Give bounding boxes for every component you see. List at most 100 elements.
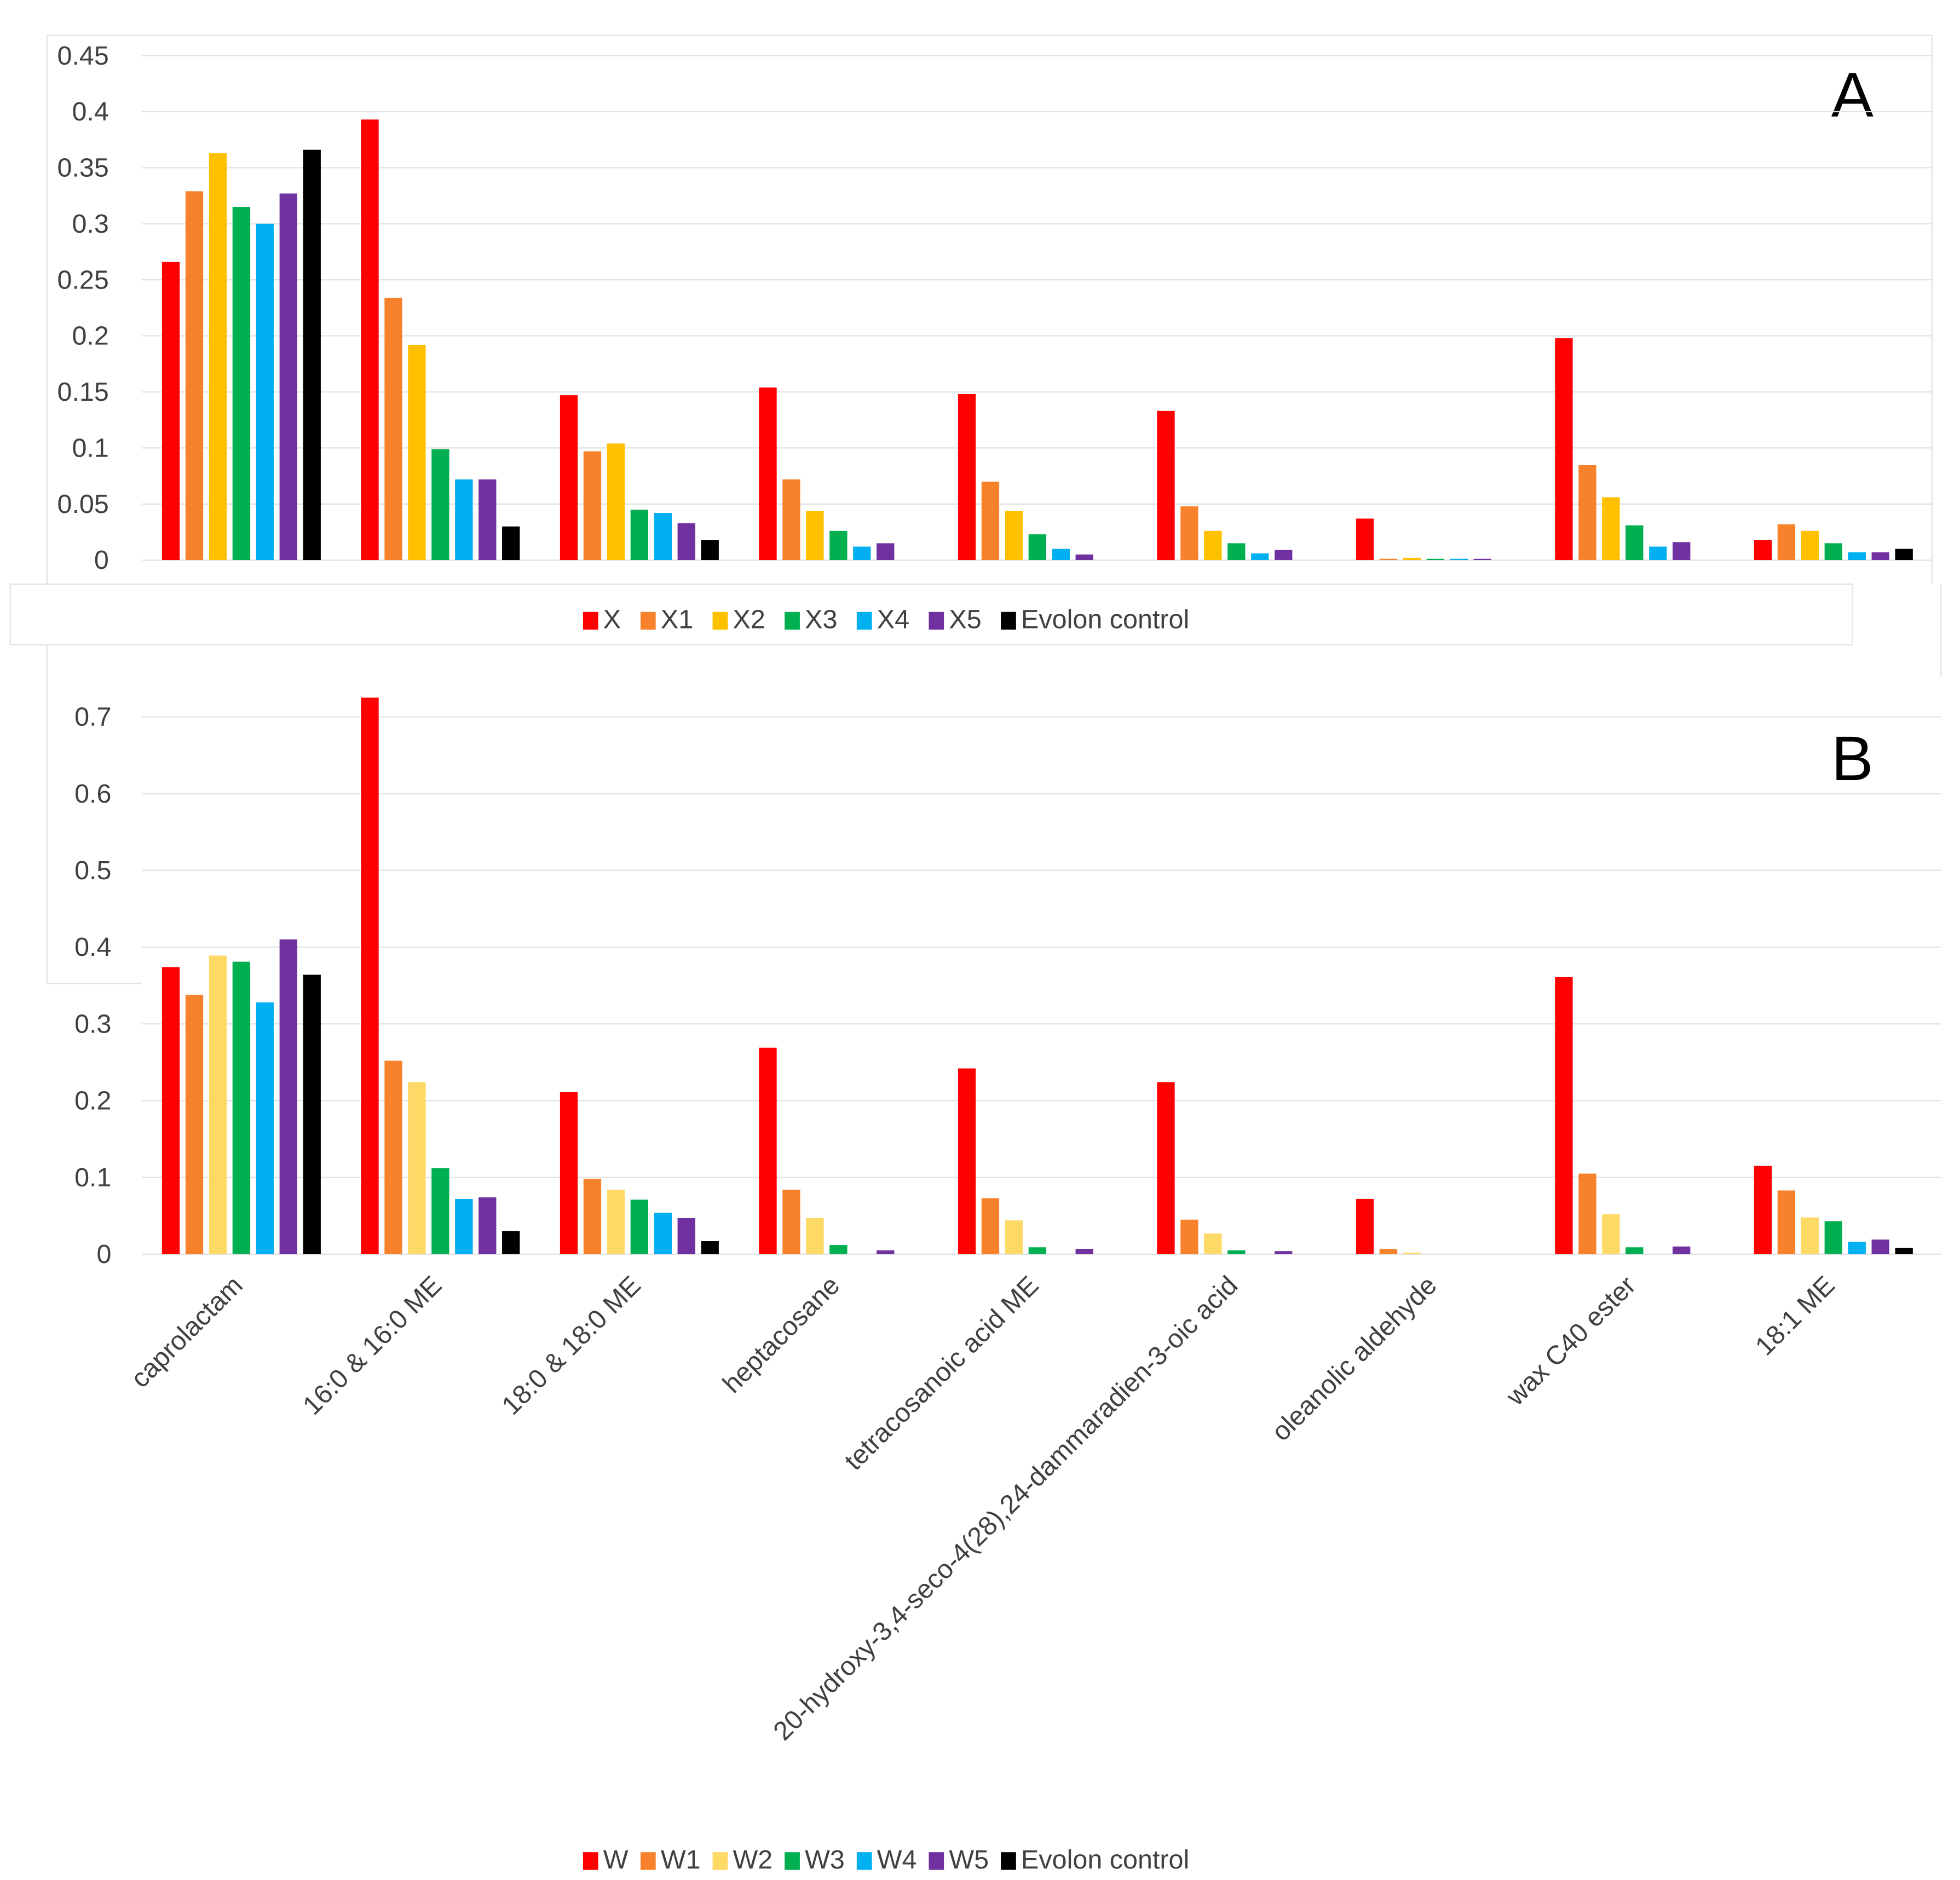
bar-w-5 [1157,1082,1175,1254]
bar-w-1 [361,697,379,1254]
bar-x1-7 [1578,464,1596,561]
bar-w3-7 [1625,1247,1644,1254]
bar-x5-4 [1075,554,1093,561]
bar-x2-7 [1602,497,1620,561]
bar-evolon-control-0 [303,149,321,561]
category-label: 16:0 & 16:0 ME [297,1271,448,1421]
bar-x4-8 [1848,552,1866,561]
bar-x3-8 [1824,543,1842,561]
bar-w1-6 [1379,1249,1398,1254]
bar-evolon-control-8 [1895,549,1913,561]
y-tick-label: 0.5 [74,856,111,885]
bar-x4-0 [256,223,274,561]
bar-x3-6 [1426,558,1444,561]
y-tick-label: 0.3 [74,1009,111,1039]
legend-swatch [583,612,598,630]
bar-w2-7 [1602,1214,1620,1254]
category-label: oleanolic aldehyde [1266,1271,1442,1447]
bar-x-4 [958,394,976,561]
y-tick-label: 0.4 [74,932,111,962]
bar-x4-1 [455,479,473,561]
y-tick-label: 0.4 [72,97,108,126]
bar-w2-1 [408,1082,426,1254]
bar-x-2 [560,395,578,561]
bar-x3-5 [1227,543,1246,561]
y-tick-label: 0.1 [72,433,108,463]
legend-swatch [785,1852,800,1870]
legend-swatch [583,1852,598,1870]
frames [9,34,1942,984]
y-tick-label: 0.2 [74,1086,111,1116]
bar-x1-6 [1379,558,1398,561]
category-label: caprolactam [125,1271,249,1394]
bar-x5-5 [1275,550,1293,561]
bar-x5-1 [479,479,497,561]
bar-w-3 [759,1047,777,1254]
bar-x3-0 [232,207,251,561]
bar-w2-0 [209,955,227,1254]
bar-x-5 [1157,411,1175,561]
bar-w-4 [958,1068,976,1254]
legend-label: W2 [733,1845,773,1875]
bar-x1-2 [583,451,602,561]
legend-swatch [640,612,656,630]
y-tick-label: 0.2 [72,321,108,351]
bar-x2-8 [1801,530,1819,561]
bar-x-3 [759,387,777,561]
legend-label: W1 [661,1845,701,1875]
bar-x4-2 [654,513,672,561]
y-tick-label: 0.25 [57,265,108,295]
bar-w4-2 [654,1213,672,1254]
legend-swatch [712,1852,728,1870]
panel-label-a: A [1831,59,1873,130]
bar-w3-4 [1028,1247,1047,1254]
category-labels: caprolactam 16:0 & 16:0 ME 18:0 & 18:0 ME h… [125,1271,1841,1746]
bar-w3-8 [1824,1221,1842,1254]
bar-x5-6 [1473,558,1491,561]
legend-swatch [712,612,728,630]
legend-swatch [929,1852,944,1870]
category-label: tetracosanoic acid ME [839,1271,1044,1476]
bar-x3-2 [630,509,649,561]
legend-swatch [785,612,800,630]
bar-x2-4 [1005,510,1023,561]
category-label: 20-hydroxy-3,4-seco-4(28),24-dammaradien… [768,1271,1243,1746]
bar-evolon-control-8 [1895,1248,1913,1254]
bar-evolon-control-2 [701,1241,719,1254]
legend-label: W3 [805,1845,845,1875]
legend-swatch [1001,1852,1016,1870]
bar-x3-3 [829,530,848,561]
bar-w1-7 [1578,1173,1596,1254]
y-tick-label: 0 [94,545,109,575]
bar-w4-1 [455,1198,473,1254]
bar-x3-7 [1625,525,1644,561]
category-label: 18:1 ME [1750,1271,1841,1362]
bar-w-7 [1555,977,1573,1254]
legend-label: X [603,605,621,635]
y-tick-label: 0.45 [57,41,108,71]
bar-x2-5 [1204,530,1222,561]
legend-a: X X1 X2 X3 X4 X5 Evolon control [583,605,1189,635]
bar-x2-3 [806,510,824,561]
bar-w-6 [1356,1198,1374,1254]
bar-w-0 [162,967,180,1254]
bar-x5-3 [877,543,895,561]
bar-w5-5 [1275,1251,1293,1254]
bar-x3-1 [431,449,449,561]
bar-x1-4 [981,481,1000,561]
bar-w5-1 [479,1197,497,1254]
legend-b: W W1 W2 W3 W4 W5 Evolon control [583,1845,1189,1875]
bar-x2-0 [209,153,227,561]
bar-w1-0 [185,994,204,1254]
category-label: heptacosane [717,1271,846,1399]
plot-a: 0 0.05 0.1 0.15 0.2 0.25 0.3 0.35 0.4 0.45 [57,41,1932,575]
bar-w1-8 [1777,1190,1796,1254]
bar-x-1 [361,119,379,561]
legend-label: X4 [877,605,909,635]
bar-w1-5 [1180,1219,1198,1254]
bar-x2-2 [607,443,625,561]
bar-w5-7 [1673,1246,1691,1254]
bar-w1-1 [384,1060,402,1254]
legend-swatch [856,1852,872,1870]
